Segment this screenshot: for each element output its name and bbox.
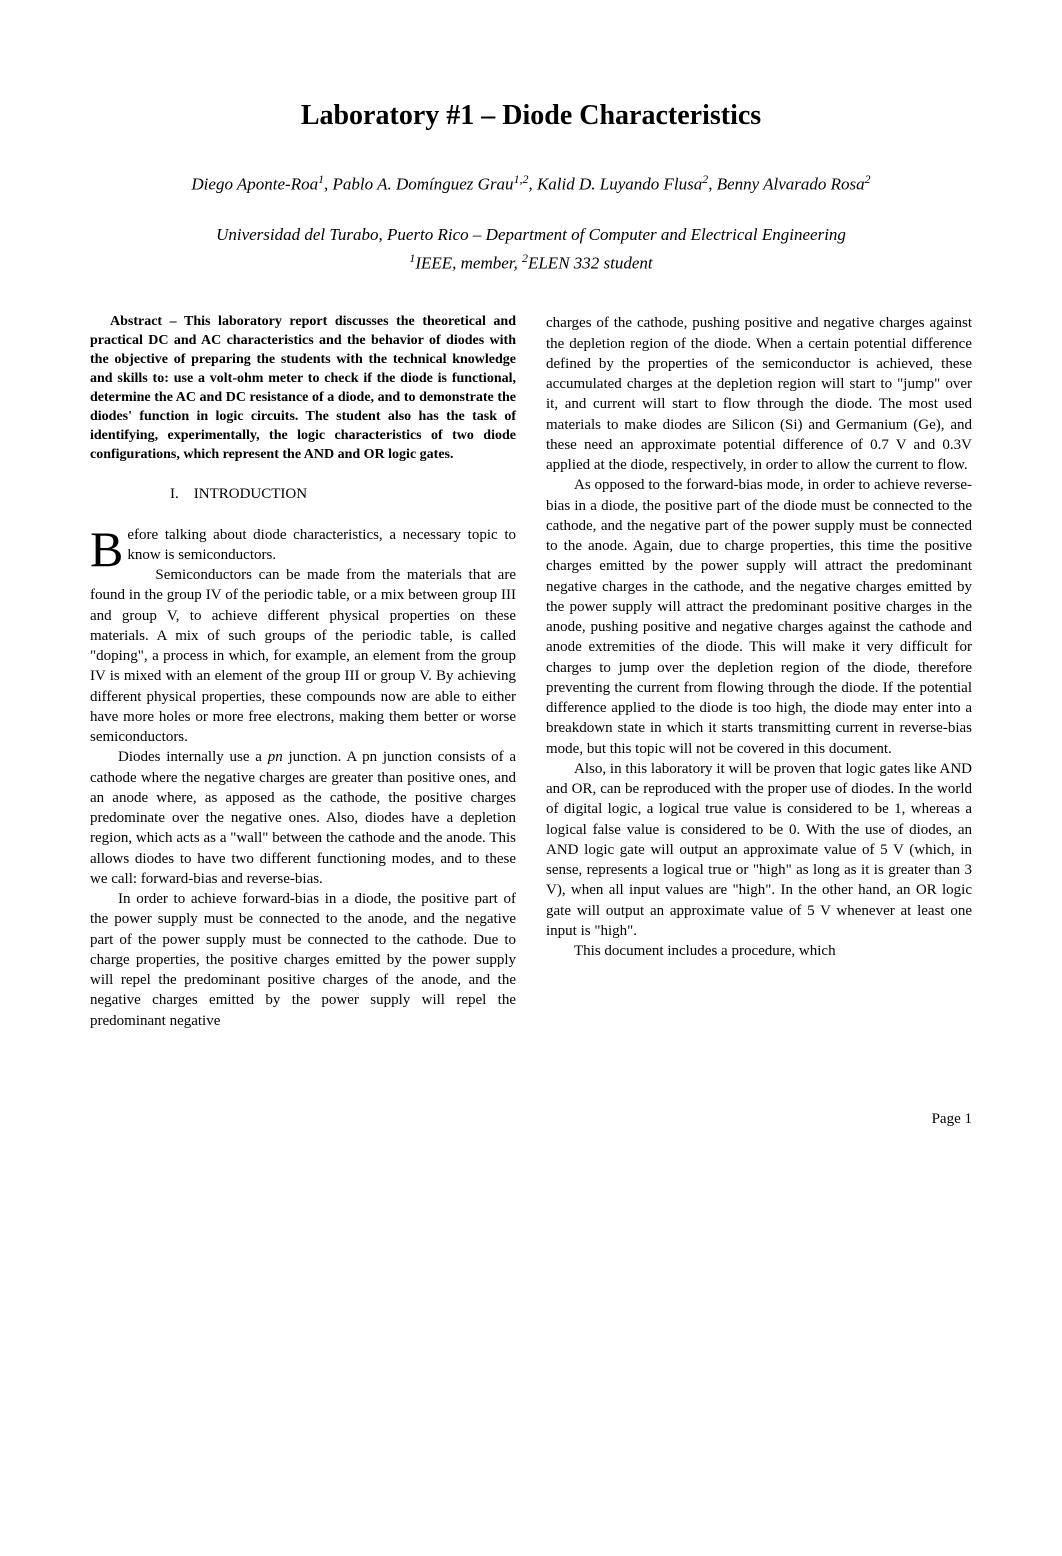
intro-paragraph-1: B efore talking about diode characterist…: [90, 525, 516, 748]
two-column-layout: Abstract – This laboratory report discus…: [90, 313, 972, 1031]
affiliation-line: Universidad del Turabo, Puerto Rico – De…: [90, 225, 972, 245]
abstract-text: Abstract – This laboratory report discus…: [90, 313, 516, 464]
intro-para1-rest: Semiconductors can be made from the mate…: [90, 567, 516, 745]
right-paragraph-4: This document includes a procedure, whic…: [546, 941, 972, 961]
intro-paragraph-2: Diodes internally use a pn junction. A p…: [90, 747, 516, 889]
section-heading: I. INTRODUCTION: [90, 484, 516, 504]
page-number: Page 1: [90, 1111, 972, 1128]
section-number: I.: [130, 484, 190, 504]
right-paragraph-3: Also, in this laboratory it will be prov…: [546, 759, 972, 941]
intro-para1-first: efore talking about diode characteristic…: [127, 527, 516, 563]
right-column: charges of the cathode, pushing positive…: [546, 313, 972, 1031]
paper-title: Laboratory #1 – Diode Characteristics: [90, 100, 972, 132]
intro-paragraph-3: In order to achieve forward-bias in a di…: [90, 889, 516, 1031]
authors-line: Diego Aponte-Roa1, Pablo A. Domínguez Gr…: [90, 172, 972, 195]
right-paragraph-1: charges of the cathode, pushing positive…: [546, 313, 972, 475]
right-paragraph-2: As opposed to the forward-bias mode, in …: [546, 475, 972, 759]
section-title: INTRODUCTION: [194, 486, 307, 502]
left-column: Abstract – This laboratory report discus…: [90, 313, 516, 1031]
dropcap-letter: B: [90, 525, 127, 569]
affiliation-sub-line: 1IEEE, member, 2ELEN 332 student: [90, 251, 972, 274]
